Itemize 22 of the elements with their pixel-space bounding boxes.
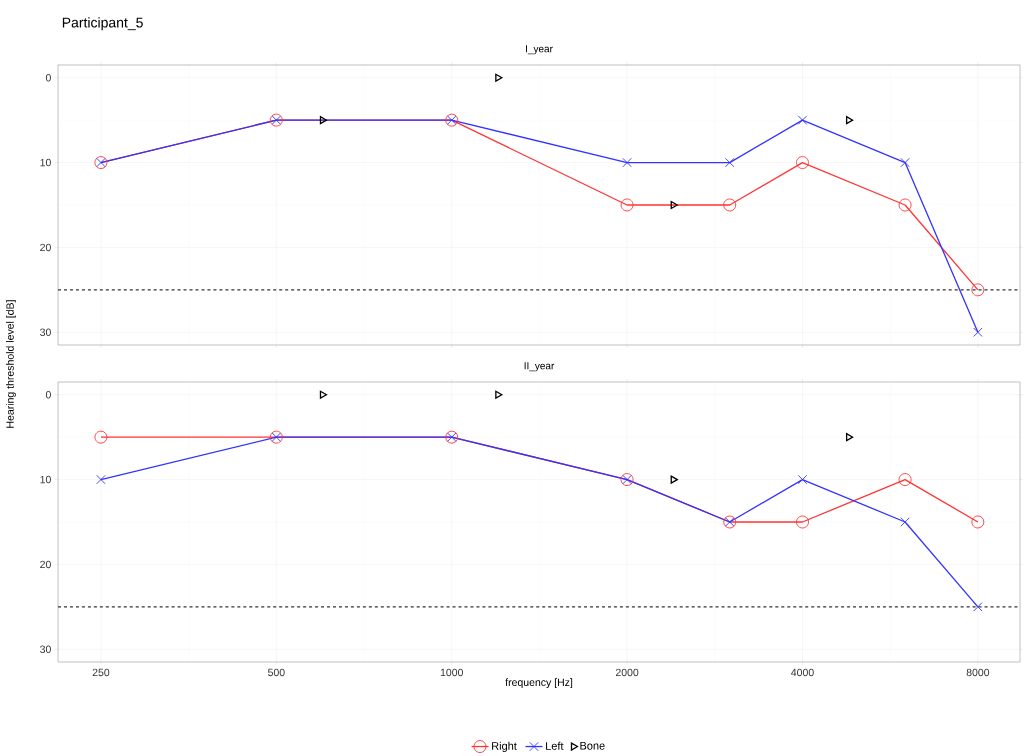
x-tick-label: 250 <box>92 668 110 677</box>
x-tick-label: 1000 <box>440 668 463 677</box>
legend-label: Bone <box>580 741 605 750</box>
y-tick-label: 0 <box>45 391 51 399</box>
y-tick-label: 10 <box>40 158 51 167</box>
y-tick-label: 30 <box>40 328 51 336</box>
y-tick-label: 30 <box>40 645 51 653</box>
legend-label: Left <box>546 741 564 750</box>
x-tick-label: 500 <box>268 668 285 677</box>
x-tick-label: 8000 <box>966 668 990 677</box>
x-axis-title: frequency [Hz] <box>505 678 573 689</box>
x-tick-label: 2000 <box>615 668 639 677</box>
y-tick-label: 20 <box>40 560 51 569</box>
chart-subtitle: I_year <box>526 45 553 55</box>
legend-label: Right <box>492 741 517 753</box>
y-tick-label: 20 <box>40 243 51 252</box>
y-axis-title: Hearing threshold level [dB] <box>6 300 16 428</box>
y-tick-label: 10 <box>40 475 51 484</box>
y-tick-label: 0 <box>45 74 51 82</box>
chart-title: II_year <box>524 362 555 372</box>
chart-title: Participant_5 <box>62 17 143 31</box>
x-tick-label: 4000 <box>791 668 814 677</box>
